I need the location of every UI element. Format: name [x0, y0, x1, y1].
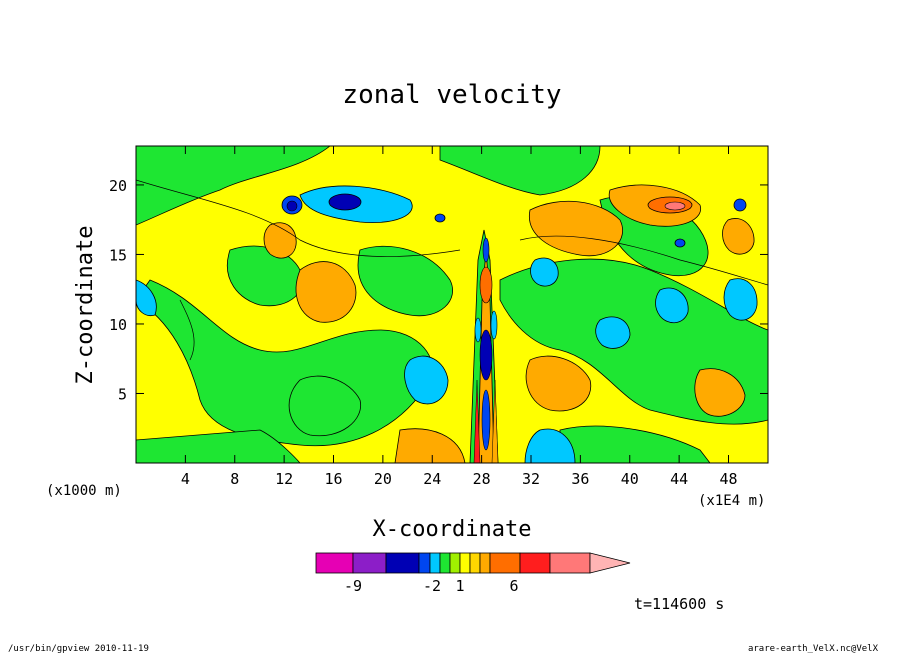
colorbar-tick-label: -9 [344, 577, 362, 595]
colorbar-swatch [459, 552, 471, 574]
colorbar-swatch [519, 552, 551, 574]
chart-title: zonal velocity [342, 80, 561, 110]
x-tick-label: 8 [230, 470, 239, 488]
x-unit-label: (x1E4 m) [698, 493, 765, 509]
colorbar-swatch [479, 552, 491, 574]
colorbar: -9 -2 1 6 [315, 552, 631, 595]
plot-frame [135, 145, 769, 464]
x-axis: 4 8 12 16 20 24 28 32 36 40 44 48 [181, 146, 738, 488]
colorbar-swatch [489, 552, 521, 574]
x-tick-label: 4 [181, 470, 190, 488]
colorbar-tick-label: 1 [455, 577, 464, 595]
y-tick-label: 5 [118, 385, 127, 403]
plot-area [136, 146, 768, 463]
x-tick-label: 32 [522, 470, 540, 488]
colorbar-tick-label: -2 [423, 577, 441, 595]
colorbar-arrow [589, 552, 631, 574]
colorbar-swatch [385, 552, 420, 574]
footer-left: /usr/bin/gpview 2010-11-19 [8, 644, 149, 654]
x-tick-label: 40 [621, 470, 639, 488]
colorbar-swatch [315, 552, 354, 574]
colorbar-swatch [549, 552, 591, 574]
central-band [469, 229, 499, 463]
colorbar-swatch [449, 552, 461, 574]
y-axis: 5 10 15 20 [109, 177, 768, 403]
y-tick-label: 10 [109, 316, 127, 334]
colorbar-swatch [418, 552, 431, 574]
x-tick-label: 16 [324, 470, 342, 488]
y-unit-label: (x1000 m) [46, 483, 122, 499]
x-axis-title: X-coordinate [373, 517, 532, 542]
y-tick-label: 15 [109, 246, 127, 264]
x-tick-label: 20 [374, 470, 392, 488]
y-tick-label: 20 [109, 177, 127, 195]
x-tick-label: 24 [423, 470, 441, 488]
x-tick-label: 12 [275, 470, 293, 488]
x-tick-label: 48 [719, 470, 737, 488]
x-tick-label: 44 [670, 470, 688, 488]
colorbar-swatch [469, 552, 481, 574]
colorbar-swatch [439, 552, 451, 574]
x-tick-label: 36 [571, 470, 589, 488]
x-tick-label: 28 [473, 470, 491, 488]
colorbar-swatch [429, 552, 441, 574]
colorbar-tick-label: 6 [509, 577, 518, 595]
colorbar-swatch [352, 552, 387, 574]
time-label: t=114600 s [634, 595, 724, 613]
footer-right: arare-earth_VelX.nc@VelX [748, 644, 879, 654]
y-axis-title: Z-coordinate [73, 226, 98, 385]
